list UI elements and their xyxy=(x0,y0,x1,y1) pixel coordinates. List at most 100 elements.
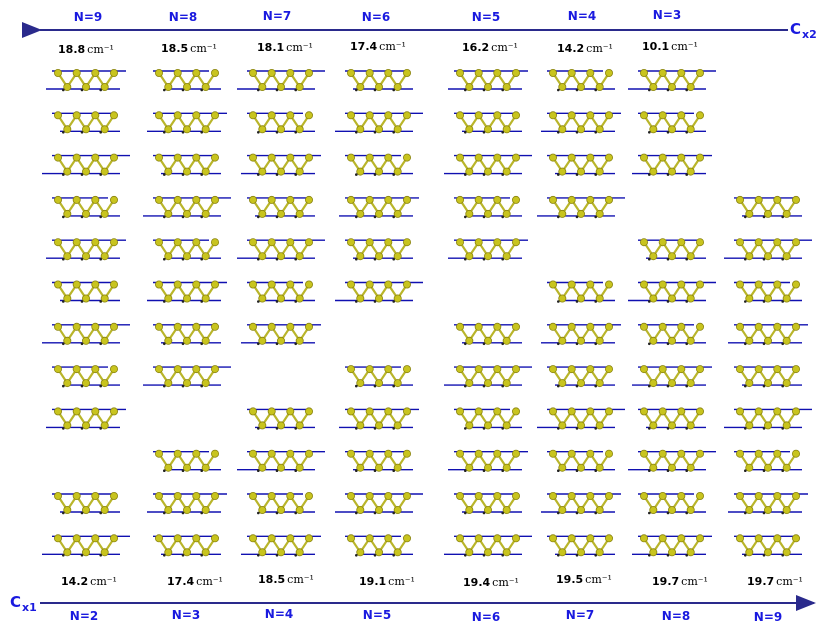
atom xyxy=(640,491,649,500)
atom xyxy=(764,336,773,345)
hydrogen-atom xyxy=(762,342,766,346)
molecule-snapshot xyxy=(339,407,419,430)
atom xyxy=(201,209,210,218)
atom xyxy=(154,195,163,204)
atom xyxy=(356,379,365,388)
atom xyxy=(792,238,801,247)
atom xyxy=(63,209,72,218)
bottom-frequency: 19.7 cm⁻¹ xyxy=(747,575,803,588)
atom xyxy=(754,238,763,247)
hydrogen-atom xyxy=(275,88,279,92)
atom xyxy=(465,167,474,176)
hydrogen-atom xyxy=(80,342,84,346)
atom xyxy=(605,195,614,204)
hydrogen-atom xyxy=(200,554,203,557)
atom xyxy=(365,534,374,543)
molecule-snapshot xyxy=(638,322,706,346)
atom xyxy=(595,463,604,472)
hydrogen-atom xyxy=(685,342,688,346)
atom xyxy=(696,365,705,374)
hydrogen-atom xyxy=(685,257,688,261)
molecule-snapshot xyxy=(241,534,321,557)
atom xyxy=(267,238,276,247)
atom xyxy=(558,83,567,92)
atom xyxy=(91,280,100,289)
molecule-snapshot xyxy=(241,322,321,346)
atom xyxy=(173,69,182,78)
atom xyxy=(736,365,745,374)
atom xyxy=(586,322,595,331)
atom xyxy=(782,505,791,514)
hydrogen-atom xyxy=(575,215,579,219)
atom xyxy=(356,505,365,514)
molecule-snapshot xyxy=(628,449,716,473)
atom xyxy=(258,505,267,514)
atom xyxy=(549,69,558,78)
atom xyxy=(276,209,285,218)
atom xyxy=(455,322,464,331)
atom xyxy=(164,463,173,472)
atom xyxy=(696,407,705,416)
atom xyxy=(455,111,464,120)
bottom-frequency: 19.1 cm⁻¹ xyxy=(359,575,415,588)
atom xyxy=(295,336,304,345)
hydrogen-atom xyxy=(392,215,396,219)
hydrogen-atom xyxy=(355,554,358,557)
atom xyxy=(192,534,201,543)
atom xyxy=(686,548,695,557)
atom xyxy=(754,449,763,458)
molecule-snapshot xyxy=(345,238,413,261)
atom xyxy=(54,238,63,247)
atom xyxy=(577,209,586,218)
atom xyxy=(276,421,285,430)
atom xyxy=(182,294,191,303)
atom xyxy=(677,449,686,458)
atom xyxy=(210,111,219,120)
atom xyxy=(54,407,63,416)
atom xyxy=(72,491,81,500)
atom xyxy=(91,111,100,120)
atom xyxy=(493,365,502,374)
atom xyxy=(72,322,81,331)
hydrogen-atom xyxy=(501,342,505,346)
atom xyxy=(295,209,304,218)
atom xyxy=(754,365,763,374)
atom xyxy=(258,463,267,472)
atom xyxy=(465,209,474,218)
top-frequency: 18.5 cm⁻¹ xyxy=(161,42,217,55)
hydrogen-atom xyxy=(594,131,597,134)
molecule-snapshot xyxy=(454,322,522,346)
hydrogen-atom xyxy=(392,257,396,261)
hydrogen-atom xyxy=(744,469,747,473)
hydrogen-atom xyxy=(501,215,505,219)
atom xyxy=(512,195,521,204)
atom xyxy=(577,83,586,92)
atom xyxy=(605,69,614,78)
atom xyxy=(72,365,81,374)
atom xyxy=(567,534,576,543)
atom xyxy=(267,69,276,78)
atom xyxy=(549,491,558,500)
atom xyxy=(586,195,595,204)
atom xyxy=(63,294,72,303)
hydrogen-atom xyxy=(781,342,784,346)
atom xyxy=(640,280,649,289)
atom xyxy=(286,322,295,331)
atom xyxy=(577,421,586,430)
molecule-snapshot xyxy=(153,69,221,92)
atom xyxy=(474,69,483,78)
atom xyxy=(54,111,63,120)
molecule-snapshot xyxy=(247,111,315,134)
hydrogen-atom xyxy=(666,257,670,261)
hydrogen-atom xyxy=(666,173,670,176)
atom xyxy=(696,534,705,543)
hydrogen-atom xyxy=(200,342,203,346)
molecule-snapshot xyxy=(448,69,528,92)
top-n-label: N=3 xyxy=(652,8,682,22)
atom xyxy=(356,463,365,472)
atom xyxy=(356,125,365,134)
atom xyxy=(248,407,257,416)
atom xyxy=(736,322,745,331)
atom xyxy=(182,379,191,388)
hydrogen-atom xyxy=(62,342,65,346)
